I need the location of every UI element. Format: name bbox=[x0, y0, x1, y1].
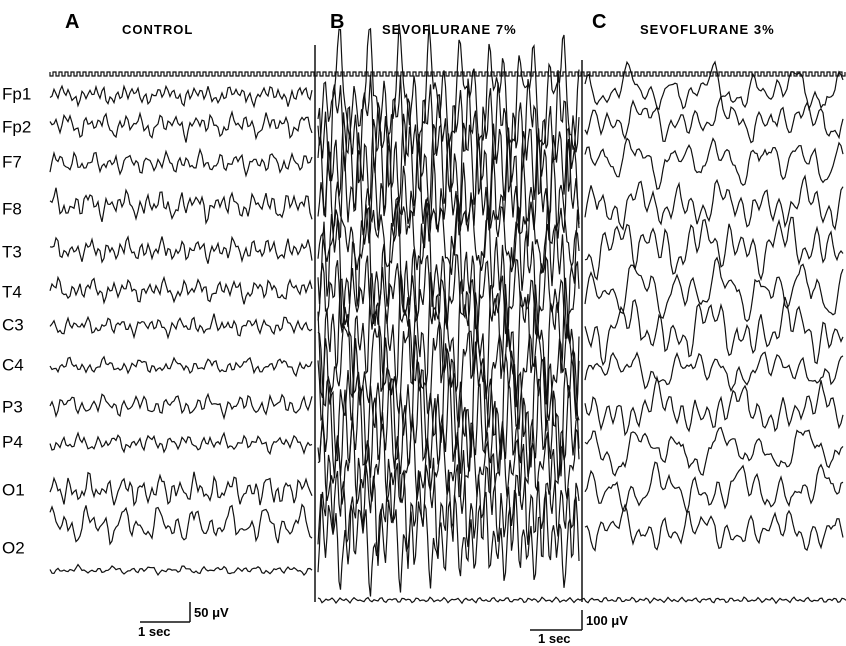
time-label: 1 sec bbox=[538, 631, 571, 646]
eeg-trace bbox=[584, 94, 844, 144]
amplitude-label: 50 μV bbox=[194, 605, 229, 620]
eeg-trace bbox=[49, 235, 313, 264]
eeg-trace bbox=[49, 431, 313, 456]
eeg-trace bbox=[584, 174, 844, 231]
eeg-trace bbox=[49, 563, 313, 576]
eeg-trace bbox=[584, 426, 844, 477]
eeg-trace bbox=[317, 489, 580, 597]
eeg-trace bbox=[49, 313, 313, 340]
eeg-trace bbox=[49, 471, 313, 507]
eeg-trace bbox=[317, 112, 580, 234]
channel-label: O1 bbox=[2, 480, 25, 499]
eeg-trace bbox=[49, 110, 313, 143]
eeg-trace bbox=[49, 503, 313, 546]
eeg-trace bbox=[584, 216, 844, 282]
eeg-trace bbox=[49, 275, 313, 305]
eeg-trace bbox=[317, 376, 580, 481]
panel-letter: C bbox=[592, 11, 606, 33]
panel-title: CONTROL bbox=[122, 22, 193, 37]
eeg-trace bbox=[584, 503, 844, 552]
eeg-trace bbox=[317, 181, 580, 275]
eeg-trace bbox=[584, 296, 844, 367]
eeg-trace bbox=[49, 392, 313, 421]
channel-label: P3 bbox=[2, 397, 23, 416]
panel-letter: A bbox=[65, 11, 79, 33]
channel-label: C3 bbox=[2, 315, 24, 334]
channel-label: T3 bbox=[2, 242, 22, 261]
channel-label: C4 bbox=[2, 355, 24, 374]
eeg-trace bbox=[49, 84, 313, 109]
eeg-trace bbox=[49, 355, 313, 378]
eeg-trace bbox=[317, 128, 580, 247]
panel-letter: B bbox=[330, 11, 344, 33]
eeg-trace bbox=[584, 137, 844, 190]
panel-title: SEVOFLURANE 3% bbox=[640, 22, 775, 37]
channel-label: F7 bbox=[2, 152, 22, 171]
amplitude-label: 100 μV bbox=[586, 613, 628, 628]
panel-title: SEVOFLURANE 7% bbox=[382, 22, 517, 37]
eeg-trace bbox=[49, 187, 313, 226]
channel-label: T4 bbox=[2, 282, 22, 301]
eeg-trace bbox=[317, 443, 580, 573]
channel-label: P4 bbox=[2, 432, 23, 451]
channel-label: Fp2 bbox=[2, 117, 31, 136]
time-label: 1 sec bbox=[138, 624, 171, 639]
eeg-trace bbox=[584, 461, 844, 516]
eeg-trace bbox=[584, 375, 844, 437]
eeg-trace bbox=[317, 596, 846, 605]
channel-label: Fp1 bbox=[2, 84, 31, 103]
eeg-trace bbox=[317, 70, 580, 196]
eeg-trace bbox=[317, 253, 580, 340]
eeg-trace bbox=[317, 270, 580, 414]
channel-label: O2 bbox=[2, 538, 25, 557]
eeg-trace bbox=[584, 351, 844, 393]
eeg-trace bbox=[317, 412, 580, 516]
timing-line bbox=[49, 71, 846, 77]
eeg-trace bbox=[49, 147, 313, 178]
channel-label: F8 bbox=[2, 199, 22, 218]
eeg-trace bbox=[584, 256, 844, 323]
eeg-trace bbox=[584, 60, 844, 111]
